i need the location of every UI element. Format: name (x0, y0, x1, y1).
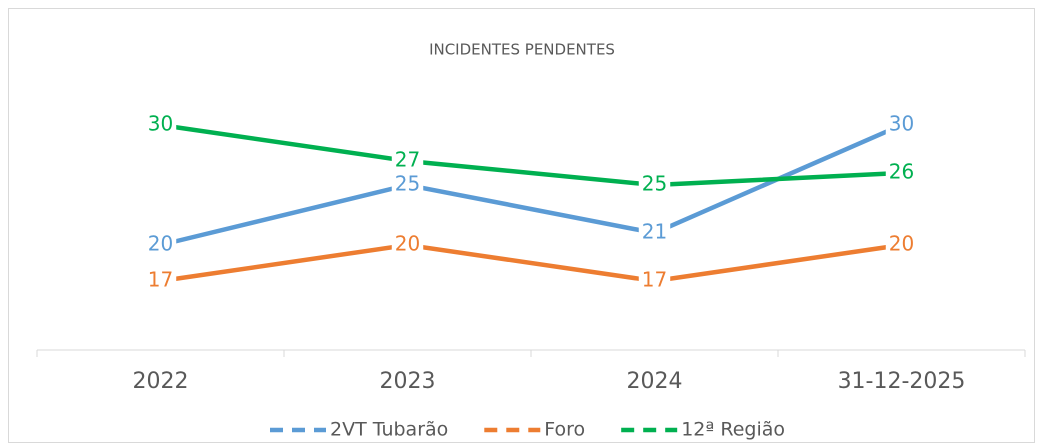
data-label: 30 (148, 112, 173, 136)
data-label-bg (144, 231, 177, 256)
legend-label: Foro (544, 419, 585, 441)
data-label-bg (885, 159, 918, 184)
legend-label: 2VT Tubarão (330, 419, 448, 441)
x-tick-label: 2022 (133, 369, 189, 394)
legend-label: 12ª Região (681, 419, 785, 441)
x-tick-label: 2024 (627, 369, 683, 394)
data-label: 20 (889, 232, 914, 256)
data-label-bg (638, 219, 671, 244)
series-line (160, 122, 902, 188)
data-label: 21 (642, 220, 667, 244)
data-label-bg (885, 111, 918, 136)
data-label: 26 (889, 160, 914, 184)
data-label: 27 (395, 148, 420, 172)
data-label-bg (885, 231, 918, 256)
series-line (160, 242, 902, 284)
data-label-bg (144, 111, 177, 136)
data-label-bg (391, 231, 424, 256)
data-label: 25 (395, 172, 420, 196)
data-label: 17 (148, 268, 173, 292)
chart-border (8, 8, 1035, 443)
data-label-bg (638, 267, 671, 292)
data-label: 20 (148, 232, 173, 256)
data-label: 20 (395, 232, 420, 256)
data-label: 30 (889, 112, 914, 136)
chart-title: INCIDENTES PENDENTES (429, 41, 615, 59)
data-label-bg (638, 171, 671, 196)
x-tick-label: 31-12-2025 (838, 369, 966, 394)
data-label: 25 (642, 172, 667, 196)
x-tick-label: 2023 (380, 369, 436, 394)
data-label-bg (391, 171, 424, 196)
data-label-bg (144, 267, 177, 292)
data-label: 17 (642, 268, 667, 292)
data-label-bg (391, 147, 424, 172)
